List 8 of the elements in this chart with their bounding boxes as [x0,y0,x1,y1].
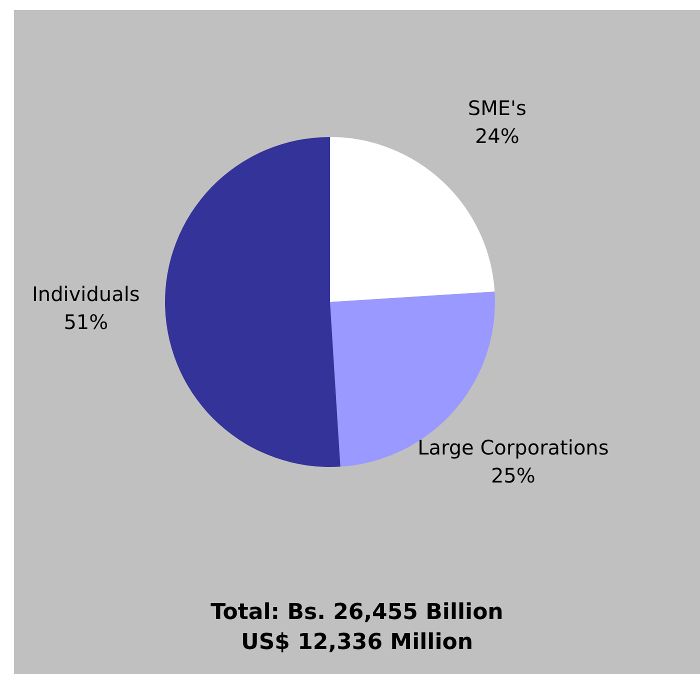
text: US$ 12,336 Million [240,629,474,657]
text: Total: Bs. 26,455 Billion [210,599,504,627]
data-label: 25% [490,464,536,488]
data-label: 24% [474,124,520,148]
slice-label: Individuals [32,282,140,306]
slice-label: SME's [468,96,526,120]
slice-label: Large Corporations [418,436,609,460]
data-label: 51% [64,310,108,334]
